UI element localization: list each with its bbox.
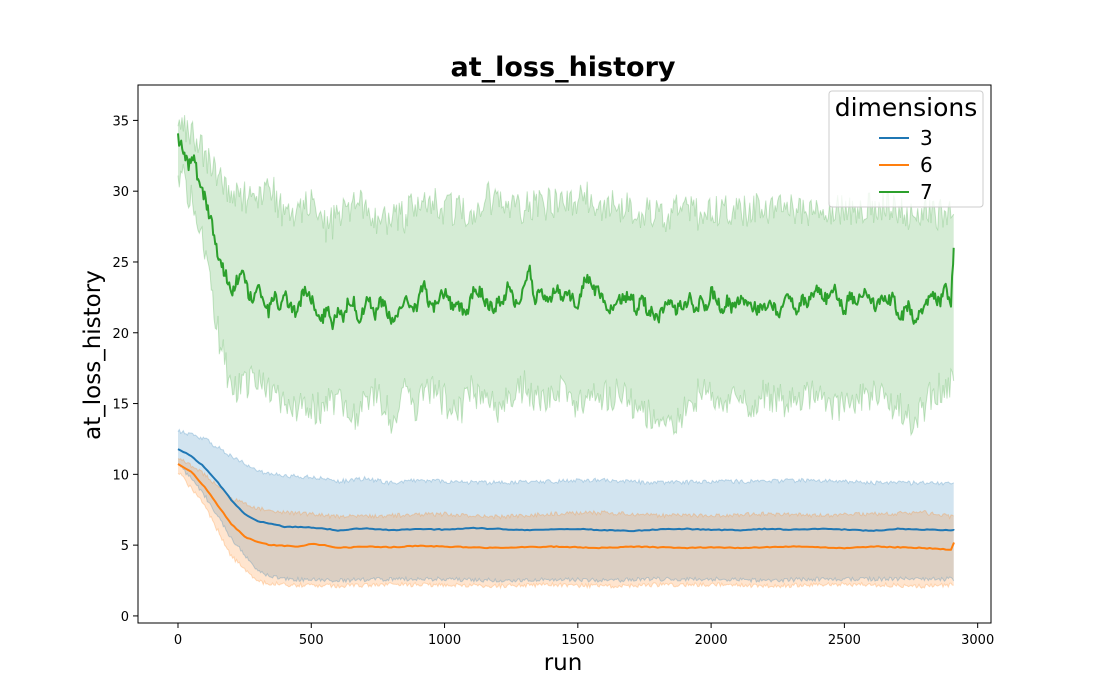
y-tick-label: 20 xyxy=(112,327,129,342)
band-lower-7 xyxy=(177,164,955,437)
y-tick-label: 15 xyxy=(112,398,129,413)
band-7 xyxy=(178,115,954,435)
x-tick-label: 1000 xyxy=(428,633,461,648)
plot-frame xyxy=(137,84,992,624)
band-lower-6 xyxy=(177,472,954,590)
series-line-6 xyxy=(177,463,955,551)
legend-title: dimensions xyxy=(835,93,978,122)
y-tick-label: 5 xyxy=(121,539,129,554)
legend: dimensions 3 6 7 xyxy=(828,90,984,208)
legend-label-6: 6 xyxy=(920,153,933,177)
series-line-7 xyxy=(177,133,955,331)
band-upper-7 xyxy=(177,115,955,243)
y-tick-label: 30 xyxy=(112,185,129,200)
y-axis-ticks: 0 5 10 15 20 25 30 35 xyxy=(112,114,138,625)
mean-lines xyxy=(177,133,955,551)
band-spikes xyxy=(177,115,955,590)
band-3 xyxy=(178,429,954,583)
band-lower-3 xyxy=(177,463,955,584)
series-line-3 xyxy=(177,448,955,533)
band-6 xyxy=(178,458,954,589)
y-tick-label: 25 xyxy=(112,256,129,271)
x-axis-ticks: 0 500 1000 1500 2000 2500 3000 xyxy=(174,623,994,648)
y-tick-label: 35 xyxy=(112,114,129,129)
legend-label-7: 7 xyxy=(920,180,933,204)
x-tick-label: 0 xyxy=(174,633,182,648)
confidence-bands xyxy=(178,115,954,589)
y-tick-label: 0 xyxy=(121,610,129,625)
y-axis-label: at_loss_history xyxy=(80,270,106,440)
x-tick-label: 500 xyxy=(299,633,324,648)
band-upper-3 xyxy=(177,428,954,486)
band-upper-6 xyxy=(177,458,954,520)
x-tick-label: 1500 xyxy=(561,633,594,648)
x-tick-label: 2000 xyxy=(695,633,728,648)
x-tick-label: 2500 xyxy=(828,633,861,648)
legend-label-3: 3 xyxy=(920,126,933,150)
legend-box xyxy=(828,90,984,208)
x-axis-label: run xyxy=(544,650,583,676)
x-tick-label: 3000 xyxy=(961,633,994,648)
y-tick-label: 10 xyxy=(112,468,129,483)
chart-title: at_loss_history xyxy=(451,52,676,83)
